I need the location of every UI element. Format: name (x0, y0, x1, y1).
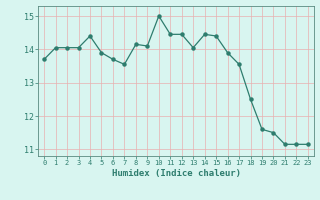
X-axis label: Humidex (Indice chaleur): Humidex (Indice chaleur) (111, 169, 241, 178)
